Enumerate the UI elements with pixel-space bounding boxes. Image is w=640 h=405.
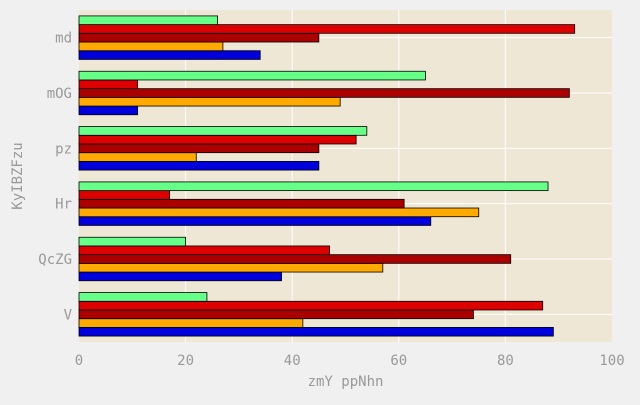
bar-V-series-3 xyxy=(78,309,474,320)
bar-mOG-series-4 xyxy=(78,79,139,90)
x-tick-label: 80 xyxy=(497,353,514,369)
y-tick-label: mOG xyxy=(47,86,72,102)
x-tick-label: 100 xyxy=(599,353,624,369)
x-axis-label: zmY ppNhn xyxy=(308,374,384,390)
bar-pz-series-4 xyxy=(78,134,357,145)
bar-md-series-4 xyxy=(78,24,576,34)
x-axis-ticks: 0 20 40 60 80 100 xyxy=(75,353,625,369)
x-tick-label: 40 xyxy=(284,353,301,369)
bar-mOG-series-5 xyxy=(78,70,426,81)
bars xyxy=(78,15,576,337)
y-tick-label: V xyxy=(64,307,73,323)
bar-Hr-series-2 xyxy=(78,207,480,218)
bar-Hr-series-1 xyxy=(78,216,432,226)
bar-QcZG-series-1 xyxy=(78,271,282,282)
bar-pz-series-3 xyxy=(78,143,320,154)
bar-QcZG-series-5 xyxy=(78,236,186,247)
bar-Hr-series-5 xyxy=(78,181,549,192)
bar-QcZG-series-2 xyxy=(78,262,384,273)
bar-md-series-2 xyxy=(78,41,224,52)
bar-mOG-series-3 xyxy=(78,88,570,98)
bar-md-series-5 xyxy=(78,15,218,26)
y-tick-label: Hr xyxy=(55,197,72,213)
bar-Hr-series-3 xyxy=(78,198,405,209)
y-tick-label: QcZG xyxy=(38,252,72,268)
plot-area xyxy=(79,10,612,342)
bar-md-series-3 xyxy=(78,32,320,43)
bar-V-series-5 xyxy=(78,292,208,302)
bar-pz-series-2 xyxy=(78,152,197,162)
bar-V-series-2 xyxy=(78,318,304,328)
bar-mOG-series-2 xyxy=(78,96,341,107)
bar-pz-series-5 xyxy=(78,126,368,136)
bar-md-series-1 xyxy=(78,50,261,60)
bar-QcZG-series-4 xyxy=(78,245,330,256)
y-axis-label: KyIBZFzu xyxy=(10,142,26,209)
x-tick-label: 20 xyxy=(177,353,194,369)
y-tick-label: pz xyxy=(55,141,72,157)
bar-QcZG-series-3 xyxy=(78,254,512,264)
y-tick-label: md xyxy=(55,31,72,47)
y-axis-ticks: V QcZG Hr pz mOG md xyxy=(38,31,72,324)
bar-pz-series-1 xyxy=(78,160,320,171)
bar-V-series-4 xyxy=(78,300,544,311)
bar-V-series-1 xyxy=(78,326,554,337)
bar-Hr-series-4 xyxy=(78,190,171,200)
bar-mOG-series-1 xyxy=(78,105,139,116)
x-tick-label: 0 xyxy=(75,353,83,369)
x-tick-label: 60 xyxy=(390,353,407,369)
